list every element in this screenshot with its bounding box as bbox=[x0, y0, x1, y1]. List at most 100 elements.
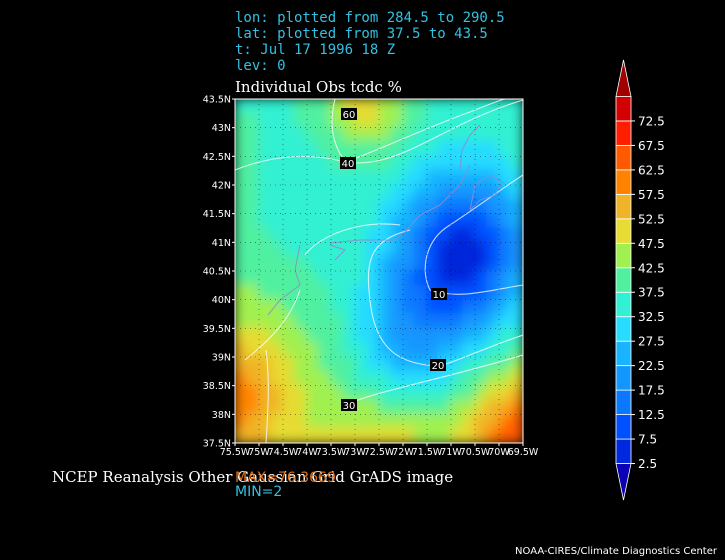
heatmap-cell bbox=[414, 155, 428, 172]
heatmap-cell bbox=[402, 255, 416, 272]
heatmap-cell bbox=[498, 298, 512, 315]
heatmap-cell bbox=[306, 356, 320, 373]
heatmap-cell bbox=[270, 141, 284, 158]
y-tick-label: 43N bbox=[212, 123, 231, 134]
lon-range-text: lon: plotted from 284.5 to 290.5 bbox=[235, 10, 505, 26]
heatmap-cell bbox=[270, 413, 284, 430]
heatmap-cell bbox=[235, 184, 248, 201]
heatmap-cell bbox=[235, 298, 248, 315]
heatmap-cell bbox=[378, 241, 392, 258]
heatmap-cell bbox=[486, 313, 500, 330]
heatmap-cell bbox=[366, 155, 380, 172]
heatmap-cell bbox=[258, 126, 272, 143]
contour-line bbox=[331, 99, 506, 163]
credit-text: NOAA-CIRES/Climate Diagnostics Center bbox=[515, 546, 717, 557]
heatmap-cell bbox=[270, 356, 284, 373]
x-tick-label: 72.5W bbox=[364, 447, 395, 458]
colorbar-label: 27.5 bbox=[638, 335, 665, 349]
heatmap-cell bbox=[498, 126, 512, 143]
heatmap-cell bbox=[306, 255, 320, 272]
heatmap-cell bbox=[474, 270, 488, 287]
heatmap-cell bbox=[474, 370, 488, 387]
heatmap-cell bbox=[486, 370, 500, 387]
heatmap-cell bbox=[318, 141, 332, 158]
heatmap-cell bbox=[306, 327, 320, 344]
heatmap-cell bbox=[235, 399, 248, 416]
heatmap-cell bbox=[462, 270, 476, 287]
heatmap-cell bbox=[294, 413, 308, 430]
y-tick-label: 39.5N bbox=[203, 324, 231, 335]
heatmap-cell bbox=[450, 198, 464, 215]
heatmap-cell bbox=[510, 227, 523, 244]
heatmap-cell bbox=[294, 270, 308, 287]
colorbar-segment bbox=[615, 169, 632, 195]
heatmap-cell bbox=[510, 313, 523, 330]
heatmap-cell bbox=[270, 255, 284, 272]
heatmap-cell bbox=[474, 184, 488, 201]
heatmap-cell bbox=[426, 384, 440, 401]
heatmap-cell bbox=[498, 370, 512, 387]
heatmap-cell bbox=[414, 112, 428, 129]
colorbar-label: 12.5 bbox=[638, 408, 665, 422]
heatmap-cell bbox=[306, 112, 320, 129]
heatmap-cell bbox=[246, 212, 260, 229]
heatmap-cell bbox=[378, 169, 392, 186]
heatmap-cell bbox=[366, 298, 380, 315]
heatmap-cell bbox=[486, 255, 500, 272]
heatmap-cell bbox=[462, 384, 476, 401]
heatmap-cell bbox=[426, 413, 440, 430]
x-tick-label: 72W bbox=[392, 447, 414, 458]
heatmap-cell bbox=[270, 327, 284, 344]
heatmap-cell bbox=[474, 399, 488, 416]
heatmap-cell bbox=[414, 327, 428, 344]
heatmap-cell bbox=[498, 184, 512, 201]
heatmap-cell bbox=[282, 169, 296, 186]
heatmap-cell bbox=[390, 370, 404, 387]
heatmap-cell bbox=[474, 241, 488, 258]
heatmap-cell bbox=[270, 112, 284, 129]
heatmap-cell bbox=[246, 227, 260, 244]
heatmap-cell bbox=[414, 99, 428, 115]
heatmap-cell bbox=[235, 126, 248, 143]
heatmap-cell bbox=[235, 370, 248, 387]
heatmap-cell bbox=[330, 427, 344, 443]
heatmap-cell bbox=[438, 198, 452, 215]
heatmap-cell bbox=[402, 399, 416, 416]
heatmap-cell bbox=[258, 370, 272, 387]
heatmap-cell bbox=[306, 241, 320, 258]
heatmap-cell bbox=[366, 327, 380, 344]
heatmap-cell bbox=[342, 384, 356, 401]
heatmap-cell bbox=[246, 413, 260, 430]
heatmap-cell bbox=[246, 327, 260, 344]
heatmap-cell bbox=[438, 184, 452, 201]
heatmap-cell bbox=[486, 427, 500, 443]
heatmap-cell bbox=[402, 370, 416, 387]
heatmap-cell bbox=[462, 255, 476, 272]
heatmap-cell bbox=[294, 298, 308, 315]
heatmap-cell bbox=[390, 227, 404, 244]
heatmap-cell bbox=[402, 212, 416, 229]
heatmap-cell bbox=[282, 284, 296, 301]
heatmap-cell bbox=[390, 298, 404, 315]
heatmap-cell bbox=[450, 99, 464, 115]
heatmap-cell bbox=[390, 284, 404, 301]
heatmap-cell bbox=[414, 284, 428, 301]
heatmap-cell bbox=[366, 112, 380, 129]
heatmap-cell bbox=[378, 112, 392, 129]
heatmap-cell bbox=[414, 169, 428, 186]
heatmap-cell bbox=[498, 112, 512, 129]
heatmap-cell bbox=[366, 270, 380, 287]
heatmap-cell bbox=[318, 313, 332, 330]
heatmap-cell bbox=[402, 327, 416, 344]
heatmap-cell bbox=[306, 184, 320, 201]
heatmap-cell bbox=[330, 298, 344, 315]
heatmap-cell bbox=[438, 255, 452, 272]
heatmap-cell bbox=[342, 356, 356, 373]
heatmap-cell bbox=[450, 141, 464, 158]
heatmap-cell bbox=[318, 241, 332, 258]
heatmap-cell bbox=[486, 184, 500, 201]
heatmap-cell bbox=[498, 227, 512, 244]
heatmap-cell bbox=[235, 384, 248, 401]
colorbar-segment bbox=[615, 120, 632, 146]
heatmap-cell bbox=[414, 141, 428, 158]
